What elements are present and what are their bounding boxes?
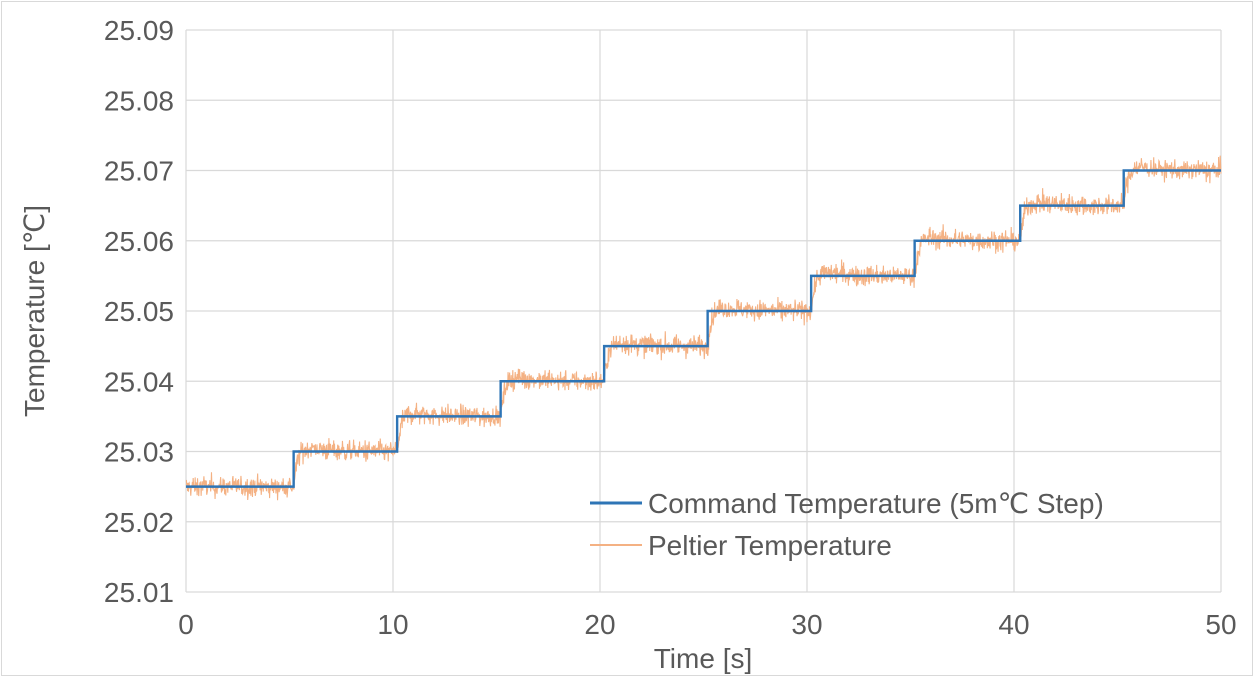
y-tick-label: 25.03 xyxy=(104,437,174,468)
legend-label-command: Command Temperature (5m℃ Step) xyxy=(648,488,1104,519)
y-tick-label: 25.08 xyxy=(104,85,174,116)
y-tick-label: 25.02 xyxy=(104,507,174,538)
x-tick-label: 0 xyxy=(178,609,194,640)
y-tick-label: 25.06 xyxy=(104,226,174,257)
x-axis-title: Time [s] xyxy=(654,643,753,674)
y-tick-label: 25.05 xyxy=(104,296,174,327)
legend-label-peltier: Peltier Temperature xyxy=(648,530,892,561)
x-tick-label: 20 xyxy=(584,609,615,640)
y-tick-label: 25.01 xyxy=(104,577,174,608)
y-axis-title: Temperature [℃] xyxy=(19,205,50,417)
series-layer xyxy=(185,155,1222,501)
grid-lines xyxy=(185,29,1222,593)
legend: Command Temperature (5m℃ Step) Peltier T… xyxy=(590,488,1104,561)
series-command-temperature xyxy=(186,169,1221,488)
x-tick-label: 40 xyxy=(998,609,1029,640)
y-tick-label: 25.04 xyxy=(104,366,174,397)
y-tick-label: 25.09 xyxy=(104,15,174,46)
y-axis-ticks: 25.01 25.02 25.03 25.04 25.05 25.06 25.07 25.08… xyxy=(104,15,174,608)
x-axis-ticks: 0 10 20 30 40 50 xyxy=(178,609,1236,640)
x-tick-label: 30 xyxy=(791,609,822,640)
x-tick-label: 50 xyxy=(1205,609,1236,640)
x-tick-label: 10 xyxy=(377,609,408,640)
series-peltier-temperature xyxy=(185,155,1222,501)
y-tick-label: 25.07 xyxy=(104,156,174,187)
